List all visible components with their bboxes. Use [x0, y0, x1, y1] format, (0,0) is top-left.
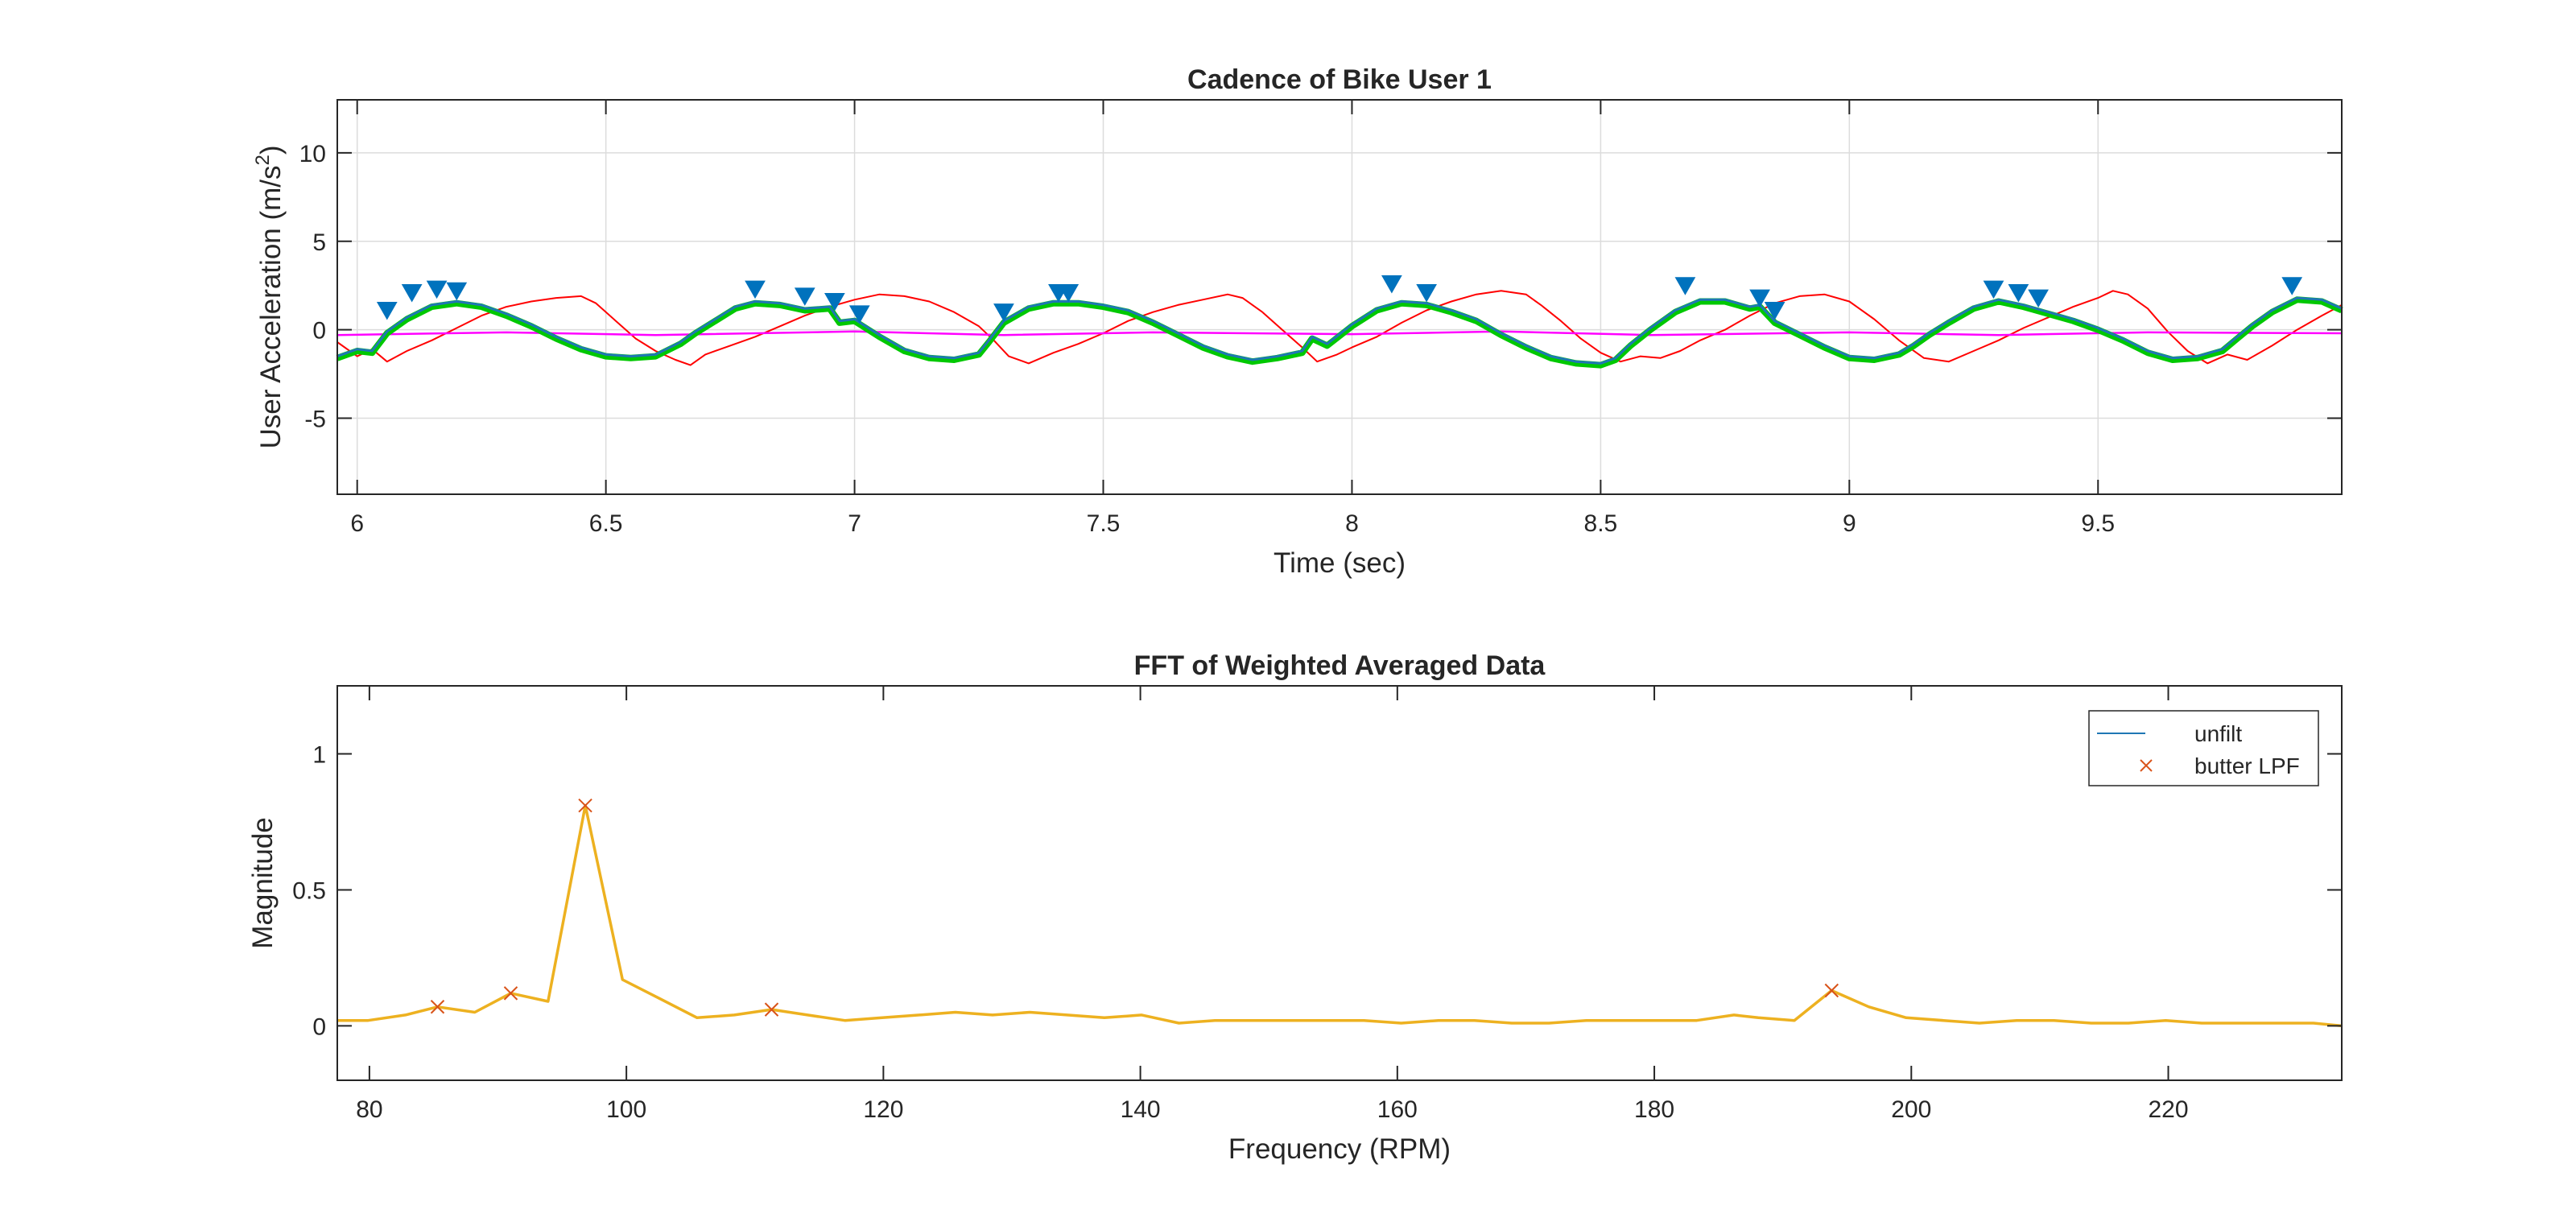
fft-butter-marker: [578, 798, 592, 813]
fft-markers-group: [430, 798, 1839, 1017]
fft-xtick-label: 80: [356, 1096, 382, 1123]
cadence-xtick-label: 8: [1345, 510, 1359, 537]
fft-title: FFT of Weighted Averaged Data: [1134, 650, 1546, 681]
cadence-xtick-label: 6.5: [589, 510, 623, 537]
fft-ytick-label: 1: [312, 741, 326, 768]
legend-unfilt-label: unfilt: [2194, 721, 2242, 746]
cadence-xtick-label: 7.5: [1087, 510, 1121, 537]
fft-ticks: 80 100 120 140 160 180 200 220 0 0.5 1: [292, 686, 2342, 1123]
fft-series-group: [337, 803, 2343, 1028]
fft-xlabel: Frequency (RPM): [1228, 1133, 1451, 1165]
fft-xtick-label: 140: [1121, 1096, 1161, 1123]
cadence-peak-marker: [1381, 275, 1402, 294]
fft-butter-marker: [430, 1000, 445, 1014]
cadence-ytick-label: -5: [304, 407, 326, 433]
cadence-plot: 6 6.5 7 7.5 8 8.5 9 9.5 -5 0 5 10 Cadence of Bike U…: [252, 64, 2343, 579]
fft-xtick-label: 160: [1377, 1096, 1418, 1123]
cadence-peak-marker: [1674, 277, 1696, 295]
cadence-peak-marker: [1416, 284, 1437, 303]
cadence-ticks: 6 6.5 7 7.5 8 8.5 9 9.5 -5 0 5 10: [299, 100, 2342, 537]
fft-xtick-label: 180: [1634, 1096, 1674, 1123]
cadence-ylabel: User Acceleration (m/s2): [252, 145, 287, 448]
cadence-axes-box: [336, 99, 2343, 495]
fft-plot: 80 100 120 140 160 180 200 220 0 0.5 1 FFT of Weig…: [247, 650, 2343, 1165]
cadence-peak-marker: [794, 287, 815, 306]
fft-xtick-label: 200: [1891, 1096, 1931, 1123]
cadence-xtick-label: 8.5: [1584, 510, 1618, 537]
cadence-title: Cadence of Bike User 1: [1187, 64, 1492, 95]
fft-butter-marker: [764, 1002, 779, 1017]
cadence-peak-marker: [1983, 280, 2004, 299]
cadence-ylabel-superscript: 2: [252, 155, 274, 165]
cadence-xlabel: Time (sec): [1274, 547, 1406, 579]
cadence-peaks-group: [376, 275, 2303, 324]
cadence-peak-marker: [1749, 289, 1770, 308]
cadence-peak-marker: [2028, 289, 2049, 308]
fft-butter-marker: [1824, 983, 1839, 998]
cadence-xtick-label: 9: [1843, 510, 1856, 537]
cadence-series-group: [336, 290, 2343, 369]
cadence-peak-marker: [824, 292, 845, 312]
cadence-magenta-signal-line: [336, 330, 2343, 336]
cadence-ylabel-main: User Acceleration (m/s: [255, 165, 287, 448]
fft-ytick-label: 0: [312, 1013, 326, 1040]
cadence-peak-marker: [401, 284, 423, 303]
fft-ylabel: Magnitude: [247, 817, 279, 948]
cadence-peak-marker: [745, 280, 766, 299]
cadence-peak-marker: [1764, 301, 1785, 320]
cadence-peak-marker: [426, 280, 448, 299]
cadence-xtick-label: 7: [848, 510, 861, 537]
cadence-peak-marker: [2281, 277, 2303, 295]
legend-butter-swatch: [2140, 759, 2153, 772]
legend-box: [2088, 710, 2319, 786]
cadence-peak-marker: [446, 282, 468, 301]
cadence-ytick-label: 5: [312, 229, 326, 256]
cadence-ytick-label: 0: [312, 318, 326, 345]
fft-xtick-label: 220: [2148, 1096, 2188, 1123]
cadence-blue-signal-line: [336, 296, 2343, 365]
legend-butter-label: butter LPF: [2194, 753, 2300, 778]
cadence-peak-marker: [848, 305, 870, 324]
cadence-green-signal-line: [336, 296, 2343, 369]
fft-butter-marker: [503, 986, 518, 1001]
cadence-xtick-label: 9.5: [2081, 510, 2115, 537]
cadence-peak-marker: [376, 301, 398, 320]
fft-xtick-label: 120: [863, 1096, 903, 1123]
cadence-axes-background: [337, 100, 2342, 494]
fft-unfilt-line: [337, 803, 2343, 1028]
cadence-peak-marker: [993, 303, 1014, 322]
fft-xtick-label: 100: [606, 1096, 646, 1123]
cadence-peak-marker: [2008, 284, 2029, 303]
fft-axes-background: [337, 686, 2342, 1080]
fft-axes-box: [336, 685, 2343, 1081]
cadence-xtick-label: 6: [350, 510, 364, 537]
fft-ytick-label: 0.5: [292, 877, 326, 904]
cadence-ytick-label: 10: [299, 141, 326, 167]
cadence-peak-marker: [1058, 284, 1080, 303]
fft-legend: unfilt butter LPF: [2088, 710, 2319, 786]
cadence-ylabel-close: ): [255, 145, 287, 155]
